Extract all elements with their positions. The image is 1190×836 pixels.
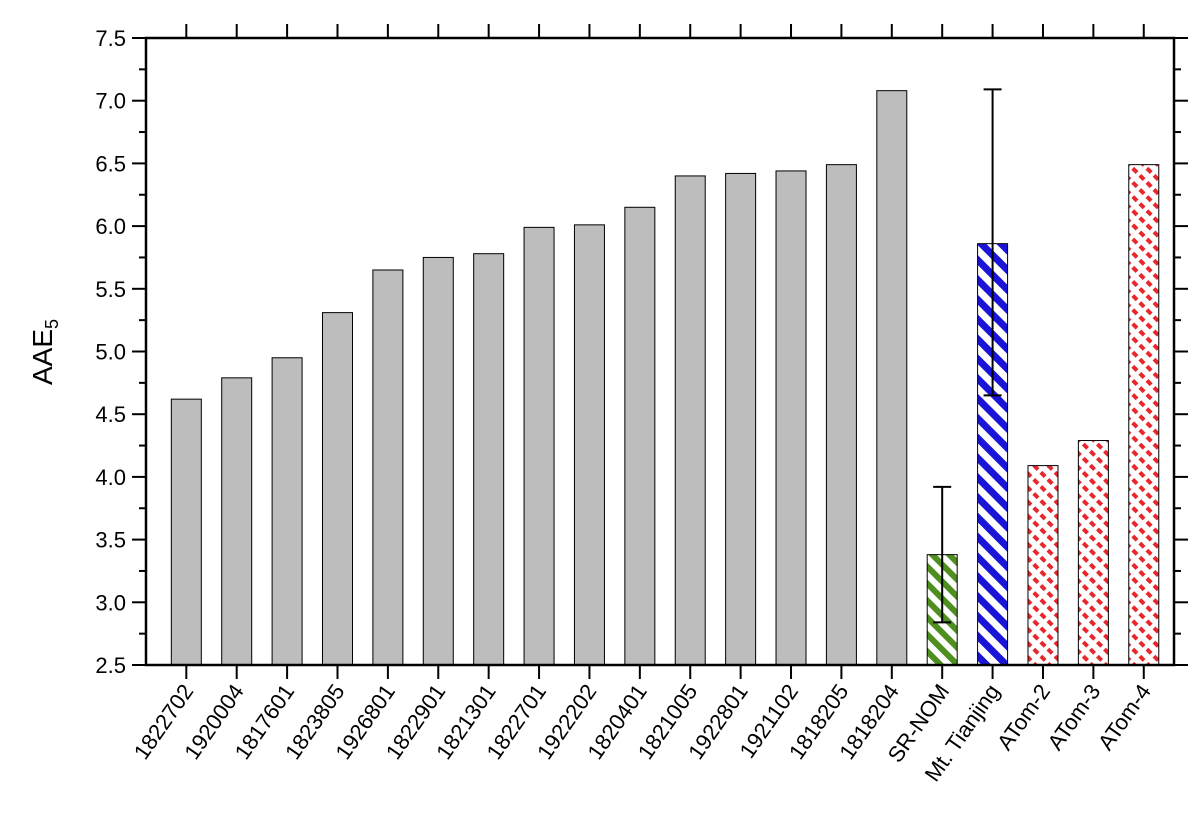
error-bars-layer — [933, 88, 1002, 624]
bar-14 — [876, 90, 908, 666]
y-tick-label-3: 4.0 — [95, 465, 126, 490]
bar-8 — [573, 224, 605, 666]
bar-4 — [372, 269, 404, 666]
bar-2 — [271, 357, 303, 666]
bar-6 — [473, 253, 505, 666]
y-tick-label-1: 3.0 — [95, 590, 126, 615]
bar-12 — [775, 170, 807, 666]
y-tick-label-6: 5.5 — [95, 277, 126, 302]
bar-13 — [825, 164, 857, 666]
bar-1 — [221, 377, 253, 666]
y-axis-title: AAE5 — [27, 319, 62, 385]
bar-7 — [523, 226, 555, 666]
error-bar-15 — [933, 485, 952, 624]
bar-11 — [725, 172, 757, 666]
bar-5 — [422, 256, 454, 666]
y-tick-label-4: 4.5 — [95, 402, 126, 427]
error-bar-16 — [983, 88, 1002, 397]
axes-layer — [132, 24, 1188, 679]
y-tick-label-10: 7.5 — [95, 26, 126, 51]
bar-0 — [170, 398, 202, 666]
y-axis-title-main: AAE — [27, 329, 58, 385]
bar-3 — [321, 312, 353, 666]
bar-19 — [1128, 164, 1160, 666]
y-tick-label-2: 3.5 — [95, 528, 126, 553]
y-tick-label-0: 2.5 — [95, 653, 126, 678]
y-tick-label-7: 6.0 — [95, 214, 126, 239]
x-tick-label-19: ATom-4 — [1093, 680, 1156, 755]
y-axis-title-subscript: 5 — [42, 319, 62, 329]
bars-layer — [170, 90, 1160, 666]
bar-9 — [624, 206, 656, 666]
y-tick-label-9: 7.0 — [95, 89, 126, 114]
bar-10 — [674, 175, 706, 666]
bar-17 — [1027, 465, 1059, 666]
y-tick-label-8: 6.5 — [95, 151, 126, 176]
bar-18 — [1077, 440, 1109, 666]
y-tick-label-5: 5.0 — [95, 340, 126, 365]
